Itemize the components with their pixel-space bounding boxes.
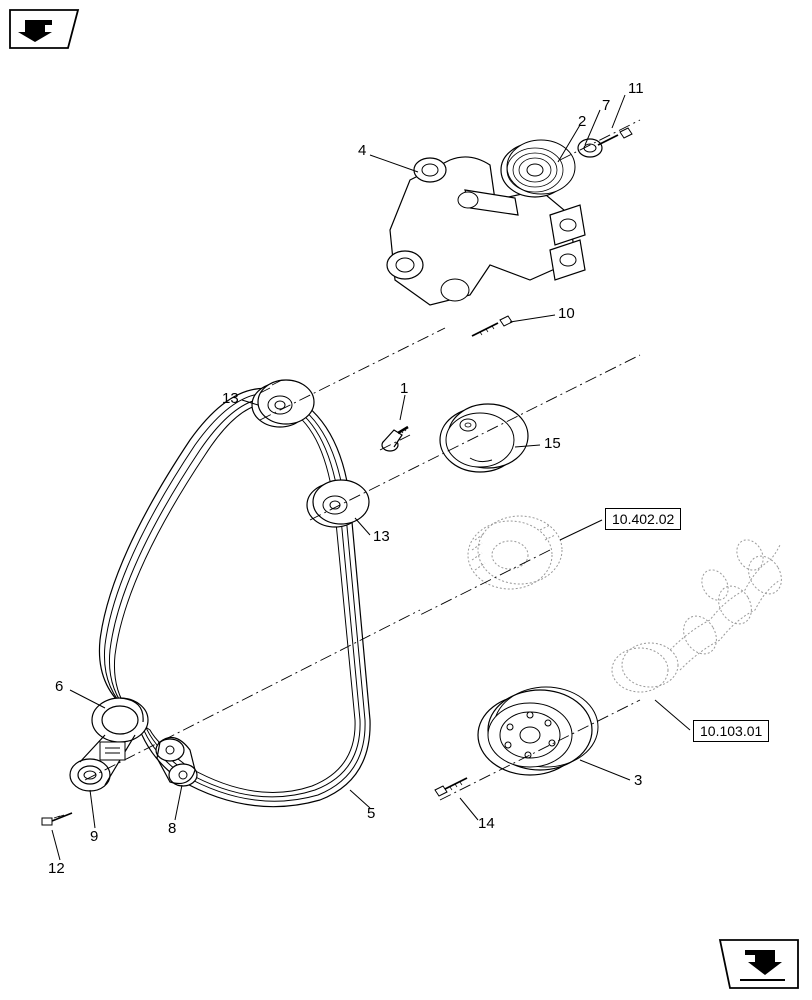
callout-15: 15: [544, 435, 561, 452]
diagram-canvas: [0, 0, 812, 1000]
callout-6: 6: [55, 678, 63, 695]
prev-page-icon[interactable]: [10, 10, 78, 48]
callout-10: 10: [558, 305, 575, 322]
belt: [99, 388, 370, 806]
callout-1: 1: [400, 380, 408, 397]
callout-8: 8: [168, 820, 176, 837]
callout-5: 5: [367, 805, 375, 822]
callout-12: 12: [48, 860, 65, 877]
callout-7: 7: [602, 97, 610, 114]
callout-9: 9: [90, 828, 98, 845]
idler-pulley-top: [252, 380, 314, 427]
tensioner-assembly: [70, 698, 197, 791]
callout-14: 14: [478, 815, 495, 832]
crankshaft-ghost: [612, 535, 788, 692]
bolt-14: [435, 778, 467, 796]
idler-pulley-bottom: [307, 480, 369, 527]
callout-4: 4: [358, 142, 366, 159]
pulley-15: [440, 404, 528, 472]
callout-13b: 13: [373, 528, 390, 545]
alternator-bracket: [387, 128, 632, 336]
callout-11: 11: [628, 80, 644, 97]
ref-fan-clutch: 10.402.02: [605, 508, 681, 530]
callout-13a: 13: [222, 390, 239, 407]
fan-clutch-ghost: [468, 516, 562, 589]
crank-pulley: [478, 687, 598, 775]
callout-2: 2: [578, 113, 586, 130]
bolt-12: [42, 813, 72, 825]
ref-crankshaft: 10.103.01: [693, 720, 769, 742]
callout-3: 3: [634, 772, 642, 789]
next-page-icon[interactable]: [720, 940, 798, 988]
